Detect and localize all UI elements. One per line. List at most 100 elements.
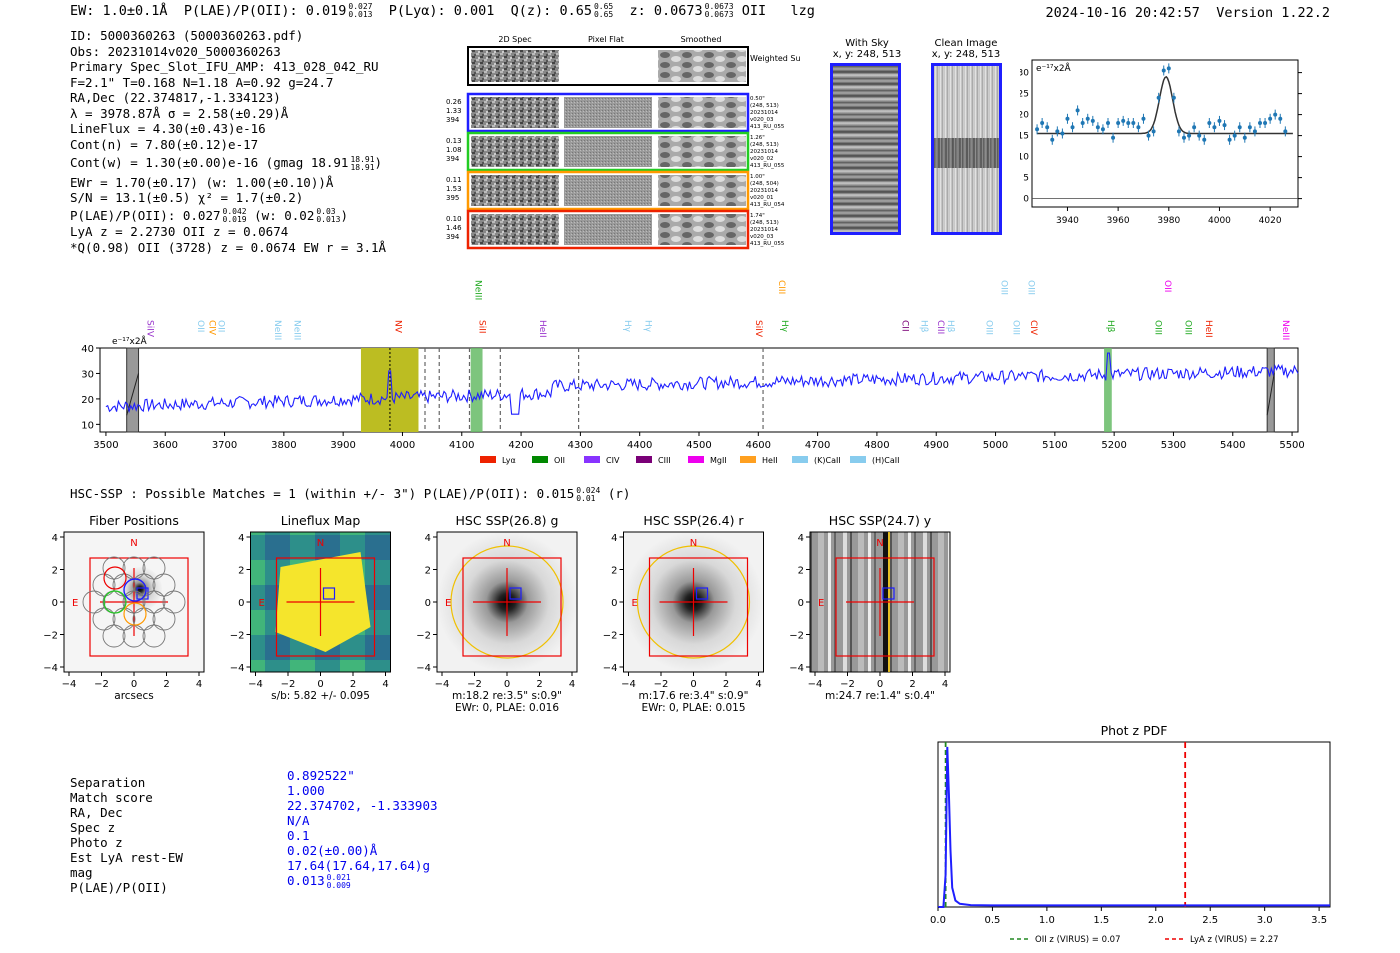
fiber-smoothed [658, 136, 746, 167]
header-timestamp-version: 2024-10-16 20:42:57 Version 1.22.2 [1046, 5, 1331, 21]
spec-xtick-label: 4800 [864, 440, 889, 451]
match-value: 22.374702, -1.333903 [287, 798, 438, 813]
fit-data-point [1095, 125, 1100, 130]
hsc-fiber-circle [92, 573, 116, 597]
header-z-line: OII [741, 3, 767, 19]
pdf-legend-lya: LyA z (VIRUS) = 2.27 [1190, 935, 1279, 945]
phot-z-pdf-chart: Phot z PDF 0.0 0.5 1.0 1.5 2.0 2.5 3.0 3.5 OII z … [930, 723, 1331, 945]
col-smoothed: Smoothed [681, 35, 722, 44]
fiber-pixel-flat [564, 136, 652, 167]
spec-xtick-label: 4500 [686, 440, 711, 451]
col-pixel-flat: Pixel Flat [588, 35, 624, 44]
fiber-pixel-flat [564, 97, 652, 128]
match-value: 0.892522" [287, 768, 355, 783]
spec-legend-swatch [480, 456, 496, 463]
detection-info: ID: 5000360263 (5000360263.pdf) Obs: 202… [70, 28, 386, 255]
hsc-fiber-circle [92, 607, 116, 631]
spec-line-label: OIII [1182, 320, 1192, 335]
hsc-ytick-label: 0 [52, 598, 58, 609]
spec-ytick-label: 20 [81, 395, 94, 406]
fit-unit-label: e⁻¹⁷x2Å [1036, 62, 1072, 74]
fit-ytick-label: 20 [1020, 111, 1029, 121]
hsc-compass-n: N [876, 538, 883, 549]
fiber-smoothed [658, 175, 746, 206]
hsc-fiber-circle [102, 624, 126, 648]
fit-data-point [1217, 118, 1222, 123]
fiber-weight-2: 1.46 [446, 224, 462, 232]
fiber-detail: 413_RU_055 [750, 241, 785, 247]
spec-line-label: SiIV [753, 320, 763, 338]
spec-legend-label: Lyα [502, 456, 516, 465]
spec-ytick-label: 30 [81, 369, 94, 380]
hsc-match-box [695, 587, 709, 600]
pdf-xtick-label: 3.5 [1311, 915, 1327, 926]
fiber-detail: 1.74" [750, 213, 765, 219]
hsc-title-sup: 0.024 [576, 485, 601, 495]
fit-data-point [1273, 112, 1278, 117]
hsc-ytick-label: 4 [238, 533, 244, 544]
match-value: 17.64(17.64,17.64)g [287, 858, 430, 873]
fit-data-point [1192, 125, 1197, 130]
hsc-ytick-label: −4 [603, 663, 618, 674]
fit-data-point [1100, 127, 1105, 132]
fit-data-point [1065, 116, 1070, 121]
info-radec: RA,Dec (22.374817,-1.334123) [70, 90, 281, 105]
full-spectrum-chart: 3500 3600 3700 3800 3900 4000 4100 4200 4300 4400… [81, 280, 1305, 465]
hsc-compass-e: E [818, 598, 824, 609]
hsc-xtick-label: 0 [317, 679, 323, 690]
fit-data-point [1242, 135, 1247, 140]
fit-data-point [1171, 95, 1176, 100]
fit-xtick-label: 3940 [1056, 216, 1079, 226]
hsc-compass-n: N [690, 538, 697, 549]
hsc-panel-title: Fiber Positions [89, 513, 179, 528]
spec-line-label: OIII [998, 280, 1008, 295]
clean-image-xy: x, y: 248, 513 [931, 49, 1001, 60]
fit-gaussian-curve [1037, 75, 1293, 135]
header-plya: P(Lyα): 0.001 [388, 3, 495, 19]
spec-legend-label: OII [554, 456, 565, 465]
fiber-detail: 20231014 [750, 227, 778, 233]
pdf-xtick-label: 3.0 [1257, 915, 1273, 926]
hsc-fiber-circle [142, 590, 166, 614]
hsc-ytick-label: 4 [611, 533, 617, 544]
header-plae-sub: 0.013 [348, 10, 373, 19]
pdf-legend-oii: OII z (VIRUS) = 0.07 [1035, 935, 1121, 945]
header-line: EW: 1.0±0.1Å P(LAE)/P(OII): 0.019 0.027 0.… [70, 3, 815, 20]
pdf-title: Phot z PDF [1101, 723, 1168, 738]
fit-ytick-label: 30 [1020, 69, 1029, 79]
hsc-fiber-circle [142, 556, 166, 580]
clean-image-title: Clean Image x, y: 248, 513 [928, 38, 1004, 60]
spec-masked-hatch [1266, 373, 1275, 416]
match-labels: Separation Match score RA, Dec Spec z Photo … [70, 775, 183, 895]
spec-xtick-label: 3500 [93, 440, 118, 451]
hsc-search-box [275, 557, 376, 657]
info-params: F=2.1" T=0.168 N=1.18 A=0.92 g=24.7 [70, 74, 334, 90]
hsc-compass-e: E [632, 598, 638, 609]
spec-flux-trace [105, 352, 1299, 415]
fit-data-point [1268, 116, 1273, 121]
hsc-aperture-circle [450, 545, 564, 659]
match-value: 0.02(±0.00)Å [287, 843, 378, 858]
spec-line-label: SiIV [144, 320, 154, 338]
hsc-xtick-label: 4 [196, 679, 202, 690]
hsc-xtick-label: 4 [569, 679, 575, 690]
fit-data-point [1283, 129, 1288, 134]
hsc-xtick-label: −2 [94, 679, 109, 690]
line-fit-chart: 3940 3960 3980 4000 4020 0 5 10 15 20 25 30 e⁻¹⁷x2Å [1020, 59, 1302, 226]
spec-line-label: SiII [477, 320, 487, 334]
hsc-ytick-label: 2 [611, 566, 617, 577]
fit-data-point [1126, 121, 1131, 125]
info-plae-w-sub: 0.013 [316, 215, 341, 224]
header-z: z: 0.0673 [629, 3, 703, 19]
fit-data-point [1111, 135, 1116, 140]
hsc-compass-e: E [72, 598, 78, 609]
fiber-weight-2: 1.33 [446, 107, 462, 115]
spec-line-label: Hβ [918, 320, 928, 333]
hsc-fiber-red [103, 566, 127, 590]
fit-data-point [1232, 133, 1237, 138]
hsc-ytick-label: 0 [238, 598, 244, 609]
hsc-fiber-circle [82, 590, 106, 614]
hsc-panel-caption: s/b: 5.82 +/- 0.095 [271, 690, 370, 702]
hsc-aperture-circle [636, 545, 751, 659]
